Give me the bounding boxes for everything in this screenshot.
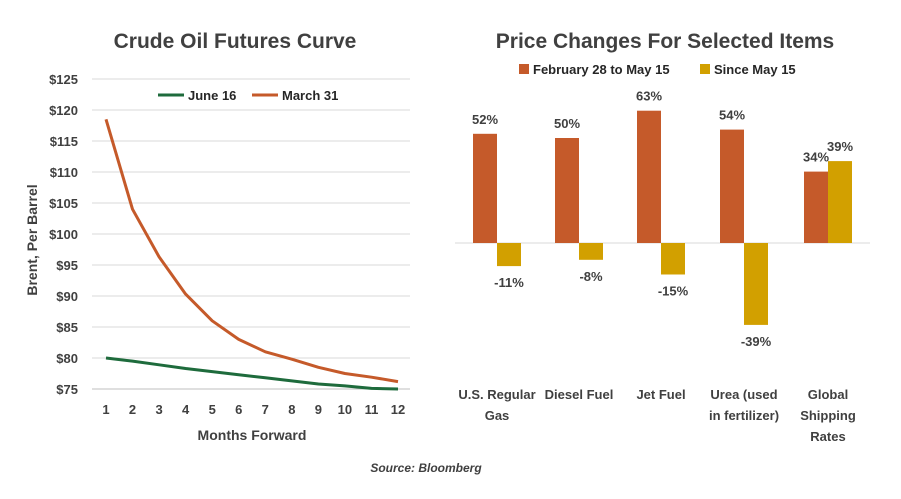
left-chart-lines <box>104 118 399 391</box>
y-tick-label: $110 <box>50 165 78 180</box>
bar-data-label: 54% <box>719 108 745 123</box>
bar <box>804 171 828 243</box>
bar-data-label: -39% <box>741 334 772 349</box>
bar <box>473 133 497 243</box>
legend-label: June 16 <box>188 88 236 103</box>
x-tick-label: 3 <box>155 402 162 417</box>
right-chart-data-labels: 52% 50% 63% 54% 34% -11% -8% -15% -39% 39% <box>472 89 853 349</box>
left-chart-y-ticks: $75 $80 $85 $90 $95 $100 $105 $110 $115 $120 $125 <box>49 72 78 397</box>
right-chart-title: Price Changes For Selected Items <box>496 30 834 53</box>
x-tick-label: 9 <box>315 402 322 417</box>
bar <box>579 243 603 260</box>
bar <box>744 243 768 325</box>
bar <box>661 243 685 275</box>
y-tick-label: $90 <box>56 289 78 304</box>
bar-data-label: -11% <box>494 275 524 290</box>
x-tick-label: 1 <box>102 402 109 417</box>
legend-label: March 31 <box>282 88 338 103</box>
category-label: Global <box>808 387 848 402</box>
bar <box>828 161 852 243</box>
x-tick-label: 2 <box>129 402 136 417</box>
right-chart-bars <box>473 110 852 325</box>
category-label: Shipping <box>800 408 856 423</box>
bar-data-label: 50% <box>554 116 580 131</box>
category-label: in fertilizer) <box>709 408 779 423</box>
y-tick-label: $100 <box>49 227 78 242</box>
bar <box>637 110 661 243</box>
x-tick-label: 7 <box>262 402 269 417</box>
y-tick-label: $120 <box>49 103 78 118</box>
category-label: Diesel Fuel <box>545 387 614 402</box>
y-tick-label: $85 <box>56 320 78 335</box>
source-note: Source: Bloomberg <box>370 461 482 475</box>
x-tick-label: 8 <box>288 402 295 417</box>
x-tick-label: 4 <box>182 402 190 417</box>
x-tick-label: 10 <box>338 402 352 417</box>
bar <box>555 138 579 243</box>
bar <box>720 129 744 243</box>
category-label: Urea (used <box>710 387 777 402</box>
series-line <box>105 356 399 391</box>
category-label: Jet Fuel <box>636 387 685 402</box>
legend-swatch <box>700 64 710 74</box>
bar-data-label: -8% <box>579 269 603 284</box>
bar-data-label: 52% <box>472 112 498 127</box>
legend-label: Since May 15 <box>714 62 796 77</box>
left-chart-x-ticks: 1 2 3 4 5 6 7 8 9 10 11 12 <box>102 402 405 417</box>
left-chart-grid <box>92 78 410 390</box>
left-chart-xlabel: Months Forward <box>198 427 307 443</box>
x-tick-label: 12 <box>391 402 405 417</box>
y-tick-label: $75 <box>56 382 78 397</box>
right-chart-category-labels: U.S. Regular Gas Diesel Fuel Jet Fuel Urea (… <box>458 387 856 444</box>
bar-data-label: 39% <box>827 139 853 154</box>
category-label: Rates <box>810 429 845 444</box>
bar <box>497 243 521 267</box>
y-tick-label: $105 <box>49 196 78 211</box>
bar-data-label: 63% <box>636 89 662 104</box>
x-tick-label: 11 <box>365 402 379 417</box>
category-label: U.S. Regular <box>458 387 535 402</box>
right-chart-legend: February 28 to May 15 Since May 15 <box>519 62 796 77</box>
left-chart-legend: June 16 March 31 <box>158 88 338 103</box>
x-tick-label: 5 <box>209 402 216 417</box>
y-tick-label: $125 <box>49 72 78 87</box>
y-tick-label: $95 <box>56 258 78 273</box>
legend-label: February 28 to May 15 <box>533 62 670 77</box>
x-tick-label: 6 <box>235 402 242 417</box>
category-label: Gas <box>485 408 510 423</box>
left-chart-title: Crude Oil Futures Curve <box>114 30 357 53</box>
y-tick-label: $80 <box>56 351 78 366</box>
bar-data-label: 34% <box>803 150 829 165</box>
bar-data-label: -15% <box>658 284 689 299</box>
y-tick-label: $115 <box>50 134 78 149</box>
legend-swatch <box>519 64 529 74</box>
series-line <box>104 118 399 384</box>
left-chart-ylabel: Brent, Per Barrel <box>24 184 40 295</box>
